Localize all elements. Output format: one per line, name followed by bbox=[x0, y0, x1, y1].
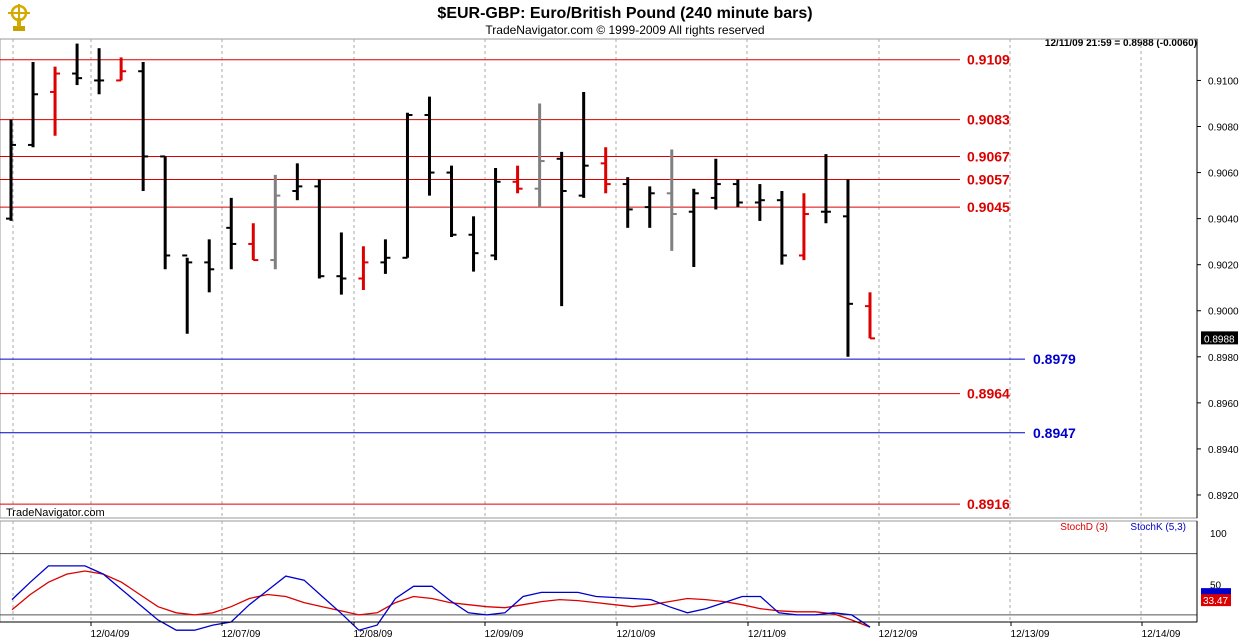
date-axis-tick-label: 12/09/09 bbox=[485, 629, 524, 640]
chart-subtitle: TradeNavigator.com © 1999-2009 All right… bbox=[485, 23, 764, 37]
price-level-label: 0.9083 bbox=[967, 112, 1010, 128]
ohlc-bar bbox=[72, 43, 83, 86]
ohlc-bar bbox=[50, 66, 61, 136]
price-level-label: 0.9067 bbox=[967, 148, 1010, 164]
ohlc-bar bbox=[358, 246, 369, 291]
last-quote: 12/11/09 21:59 = 0.8988 (-0.0060) bbox=[1045, 38, 1197, 49]
ohlc-bar bbox=[270, 174, 281, 270]
ohlc-bar bbox=[468, 216, 479, 272]
date-axis-tick-label: 12/07/09 bbox=[222, 629, 261, 640]
ohlc-bar bbox=[710, 158, 721, 210]
price-axis-tick-label: 0.8980 bbox=[1208, 353, 1239, 364]
ohlc-bar bbox=[248, 223, 259, 262]
ohlc-bar bbox=[865, 292, 875, 340]
stoch-axis-tick-label: 100 bbox=[1210, 529, 1227, 540]
ohlc-bar bbox=[644, 186, 655, 228]
price-level-label: 0.9045 bbox=[967, 199, 1010, 215]
ohlc-bar bbox=[534, 103, 545, 208]
price-level-label: 0.9057 bbox=[967, 171, 1010, 187]
price-level-label: 0.9109 bbox=[967, 52, 1010, 68]
price-axis-tick-label: 0.9000 bbox=[1208, 307, 1239, 318]
ohlc-bar bbox=[160, 155, 171, 270]
ohlc-bar bbox=[688, 188, 699, 267]
date-axis: 12/04/09 12/07/09 12/08/09 12/09/09 12/10/09… bbox=[0, 621, 1197, 640]
stoch-legend-label: StochD (3) bbox=[1060, 522, 1108, 533]
price-axis-tick-label: 0.9080 bbox=[1208, 123, 1239, 134]
price-axis-tick-label: 0.9020 bbox=[1208, 261, 1239, 272]
ohlc-bar bbox=[556, 151, 567, 307]
ohlc-bar bbox=[600, 147, 611, 194]
stoch-legend-label: StochK (5,3) bbox=[1130, 522, 1186, 533]
ohlc-bar bbox=[820, 154, 831, 224]
price-axis-tick-label: 0.9100 bbox=[1208, 76, 1239, 87]
ohlc-bar bbox=[116, 57, 127, 82]
date-axis-tick-label: 12/12/09 bbox=[879, 629, 918, 640]
ohlc-bar bbox=[28, 62, 39, 148]
ohlc-bar bbox=[622, 177, 633, 228]
ohlc-bars bbox=[6, 43, 875, 357]
price-axis-tick-label: 0.9060 bbox=[1208, 169, 1239, 180]
current-price-label: 0.8988 bbox=[1204, 334, 1235, 345]
watermark-text: TradeNavigator.com bbox=[6, 507, 105, 519]
price-level-label: 0.8916 bbox=[967, 496, 1010, 512]
ohlc-bar bbox=[798, 193, 809, 261]
ohlc-bar bbox=[182, 254, 193, 334]
ohlc-bar bbox=[490, 167, 501, 261]
price-levels: 0.9109 0.9083 0.9067 0.9057 0.9045 0.8979 0.89… bbox=[0, 52, 1076, 512]
ohlc-bar bbox=[292, 163, 303, 201]
date-axis-tick-label: 12/13/09 bbox=[1011, 629, 1050, 640]
ohlc-bar bbox=[842, 179, 853, 357]
ohlc-bar bbox=[402, 112, 413, 259]
ohlc-bar bbox=[204, 239, 215, 293]
stoch-current-label: 33.47 bbox=[1203, 596, 1228, 607]
stoch-current-tag bbox=[1201, 594, 1231, 607]
ohlc-bar bbox=[336, 232, 347, 295]
ohlc-bar bbox=[732, 179, 743, 208]
date-axis-tick-label: 12/08/09 bbox=[354, 629, 393, 640]
price-level-label: 0.8979 bbox=[1033, 351, 1076, 367]
stochastic-indicator: 100 50 StochD (3) StochK (5,3) 33.47 bbox=[0, 521, 1231, 631]
ohlc-bar bbox=[138, 62, 149, 191]
date-axis-tick-label: 12/10/09 bbox=[617, 629, 656, 640]
ohlc-bar bbox=[754, 184, 765, 221]
stoch-series-line bbox=[11, 565, 871, 631]
price-axis-tick-label: 0.8920 bbox=[1208, 491, 1239, 502]
price-level-label: 0.8947 bbox=[1033, 425, 1076, 441]
price-axis-tick-label: 0.9040 bbox=[1208, 215, 1239, 226]
price-axis-tick-label: 0.8940 bbox=[1208, 445, 1239, 456]
ship-wheel-trophy-icon bbox=[8, 4, 30, 31]
date-axis-tick-label: 12/11/09 bbox=[748, 629, 787, 640]
ohlc-bar bbox=[380, 239, 391, 274]
ohlc-bar bbox=[446, 165, 457, 238]
price-level-label: 0.8964 bbox=[967, 386, 1010, 402]
price-axis: 0.9100 0.9080 0.9060 0.9040 0.9020 0.9000 0.89… bbox=[1196, 39, 1239, 518]
date-axis-tick-label: 12/04/09 bbox=[91, 629, 130, 640]
stoch-axis-tick-label: 50 bbox=[1210, 580, 1222, 591]
ohlc-bar bbox=[578, 91, 589, 198]
date-axis-tick-label: 12/14/09 bbox=[1142, 629, 1181, 640]
current-price-tag bbox=[1201, 331, 1238, 345]
ohlc-bar bbox=[314, 179, 325, 279]
chart-title: $EUR-GBP: Euro/British Pound (240 minute… bbox=[437, 5, 812, 22]
ohlc-bar bbox=[6, 119, 16, 221]
ohlc-bar bbox=[226, 197, 237, 270]
ohlc-bar bbox=[776, 190, 787, 265]
ohlc-bar bbox=[424, 96, 435, 196]
ohlc-bar bbox=[666, 149, 677, 251]
price-axis-tick-label: 0.8960 bbox=[1208, 399, 1239, 410]
ohlc-bar bbox=[94, 48, 105, 95]
vertical-grid bbox=[12, 39, 1142, 622]
ohlc-bar bbox=[512, 165, 523, 194]
